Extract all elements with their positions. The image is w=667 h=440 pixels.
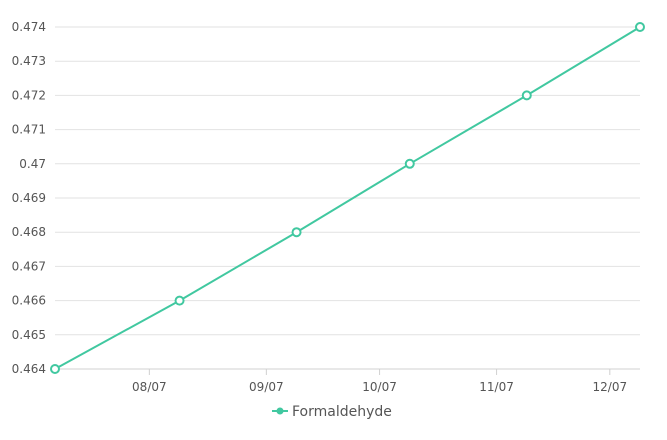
x-tick-label: 09/07 <box>249 380 284 394</box>
y-tick-label: 0.469 <box>12 191 46 205</box>
y-tick-label: 0.47 <box>19 157 46 171</box>
y-tick-label: 0.467 <box>12 259 46 273</box>
series-line <box>54 26 641 370</box>
data-point[interactable] <box>50 364 60 374</box>
y-tick-label: 0.471 <box>12 123 46 137</box>
y-axis: 0.464 0.465 0.466 0.467 0.468 0.469 0.47 0.471 0… <box>12 20 46 376</box>
data-point[interactable] <box>404 158 415 169</box>
data-point[interactable] <box>521 90 532 101</box>
y-tick-label: 0.466 <box>12 294 46 308</box>
x-tick-label: 08/07 <box>132 380 167 394</box>
y-tick-label: 0.474 <box>12 20 46 34</box>
x-tick-label: 12/07 <box>593 380 628 394</box>
y-tick-label: 0.473 <box>12 54 46 68</box>
legend-marker-icon <box>276 407 284 415</box>
x-tick-label: 10/07 <box>362 380 397 394</box>
grid-lines <box>55 26 640 370</box>
x-axis: 08/07 09/07 10/07 11/07 12/07 <box>55 368 640 394</box>
data-point[interactable] <box>174 295 185 306</box>
legend-label: Formaldehyde <box>292 404 392 420</box>
y-tick-label: 0.468 <box>12 225 46 239</box>
series-layer <box>50 22 645 374</box>
x-tick-label: 11/07 <box>479 380 514 394</box>
legend[interactable]: Formaldehyde <box>272 404 392 420</box>
data-point[interactable] <box>635 22 645 32</box>
y-tick-label: 0.472 <box>12 88 46 102</box>
y-tick-label: 0.464 <box>12 362 46 376</box>
y-tick-label: 0.465 <box>12 328 46 342</box>
data-point[interactable] <box>291 227 302 238</box>
